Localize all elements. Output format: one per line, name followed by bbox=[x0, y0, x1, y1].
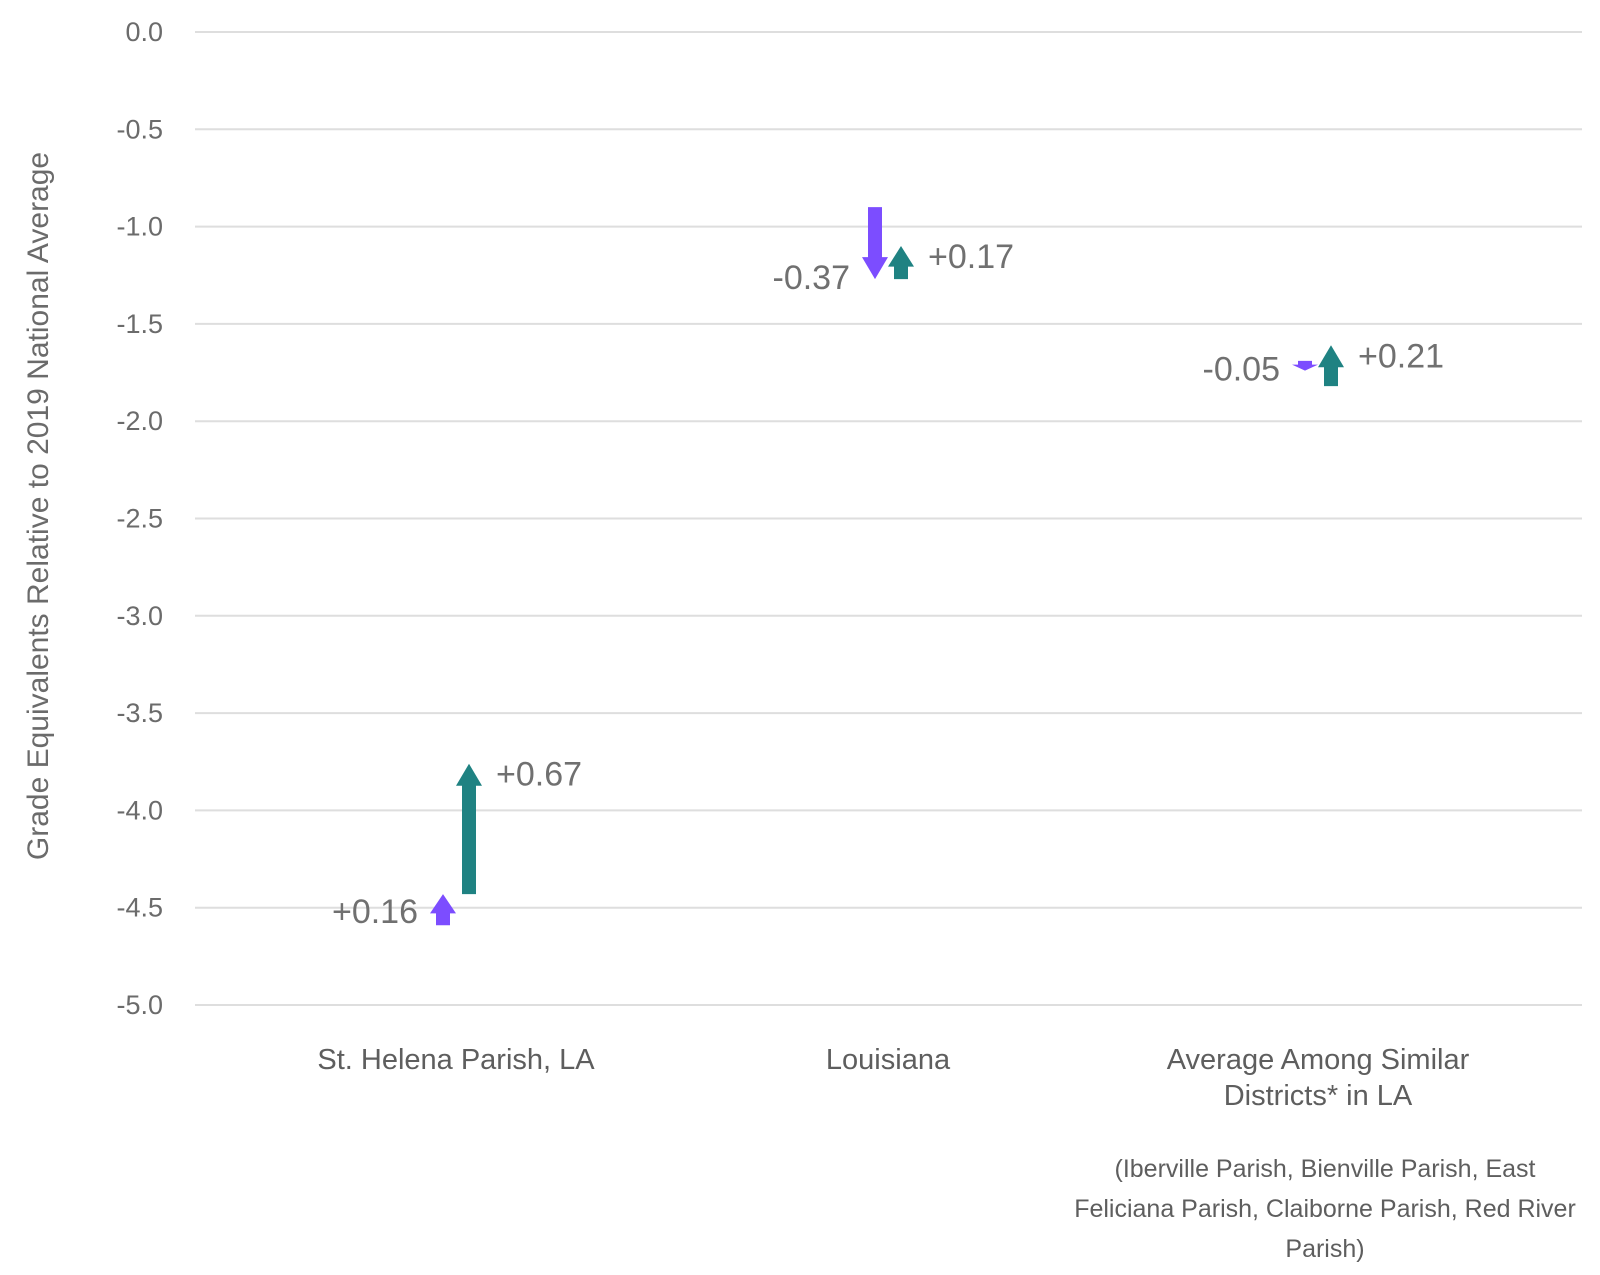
footnote: (Iberville Parish, Bienville Parish, Eas… bbox=[1074, 1155, 1576, 1263]
category-label: St. Helena Parish, LA bbox=[317, 1044, 595, 1076]
arrow-mark bbox=[1318, 345, 1344, 387]
value-label: +0.17 bbox=[928, 238, 1014, 276]
arrow-mark bbox=[862, 207, 888, 280]
gridlines bbox=[195, 31, 1582, 1006]
y-tick-label: -2.5 bbox=[116, 504, 163, 534]
arrows bbox=[430, 207, 1344, 926]
value-label: -0.37 bbox=[773, 259, 851, 297]
y-tick-label: 0.0 bbox=[125, 17, 163, 47]
value-label: -0.05 bbox=[1203, 351, 1281, 389]
footnote-line: Parish) bbox=[1285, 1235, 1364, 1263]
y-tick-label: -4.0 bbox=[116, 795, 163, 825]
y-tick-labels: 0.0 -0.5 -1.0 -1.5 -2.0 -2.5 -3.0 -3.5 -4.0 -4.5 -… bbox=[116, 17, 163, 1020]
value-label: +0.16 bbox=[332, 893, 418, 931]
y-tick-label: -1.5 bbox=[116, 309, 163, 339]
arrow-mark bbox=[888, 246, 914, 280]
y-tick-label: -3.5 bbox=[116, 698, 163, 728]
footnote-line: (Iberville Parish, Bienville Parish, Eas… bbox=[1115, 1155, 1536, 1183]
arrow-mark bbox=[430, 894, 456, 926]
category-label: Districts* in LA bbox=[1224, 1080, 1413, 1112]
y-tick-label: -5.0 bbox=[116, 990, 163, 1020]
y-tick-label: -1.0 bbox=[116, 212, 163, 242]
y-tick-label: -4.5 bbox=[116, 893, 163, 923]
category-label: Average Among Similar bbox=[1167, 1044, 1470, 1076]
category-labels: St. Helena Parish, LA Louisiana Average Am… bbox=[317, 1044, 1469, 1112]
value-label: +0.21 bbox=[1358, 337, 1444, 375]
arrow-mark bbox=[456, 763, 482, 895]
y-tick-label: -2.0 bbox=[116, 406, 163, 436]
arrow-mark bbox=[1292, 360, 1318, 371]
value-label: +0.67 bbox=[496, 756, 582, 794]
value-labels: +0.16 -0.37 -0.05 +0.67 +0.17 +0.21 bbox=[332, 238, 1444, 931]
category-label: Louisiana bbox=[826, 1044, 951, 1076]
y-tick-label: -0.5 bbox=[116, 114, 163, 144]
y-tick-label: -3.0 bbox=[116, 601, 163, 631]
y-axis-title: Grade Equivalents Relative to 2019 Natio… bbox=[22, 152, 55, 860]
footnote-line: Feliciana Parish, Claiborne Parish, Red … bbox=[1074, 1195, 1576, 1223]
